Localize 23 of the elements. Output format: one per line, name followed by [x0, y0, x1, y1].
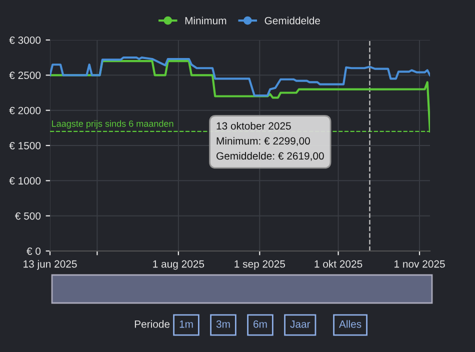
y-tick-label: € 2000 [9, 106, 41, 114]
x-tick-label: 1 okt 2025 [314, 260, 362, 268]
x-tick-label: 13 jun 2025 [24, 260, 77, 270]
text: 3m [216, 320, 230, 328]
text: 6m [254, 320, 267, 328]
text: Periode [134, 320, 170, 328]
annotation: 13 oktober 2025 Minimum: € 2299,00 Gemiddelde: € 2619,00 [216, 122, 324, 161]
legend-label: Gemiddelde [264, 16, 320, 24]
ref-line-label: Laagste prijs sinds 6 maanden [52, 120, 174, 129]
text: Alles [339, 320, 362, 328]
x-tick-label: 1 aug 2025 [153, 260, 204, 270]
x-tick-label: 1 nov 2025 [394, 260, 445, 268]
y-tick-label: € 2500 [9, 72, 41, 80]
text: 1m [180, 320, 193, 328]
y-tick-label: € 500 [14, 212, 41, 220]
y-tick-label: € 0 [26, 248, 41, 255]
y-tick-label: € 3000 [9, 36, 41, 44]
line-series [50, 56, 430, 97]
y-tick-label: € 1000 [9, 177, 41, 185]
x-tick-label: 1 sep 2025 [234, 260, 285, 270]
legend-label: Minimum [185, 16, 226, 24]
text: Jaar [290, 320, 310, 328]
y-tick-label: € 1500 [9, 142, 41, 150]
